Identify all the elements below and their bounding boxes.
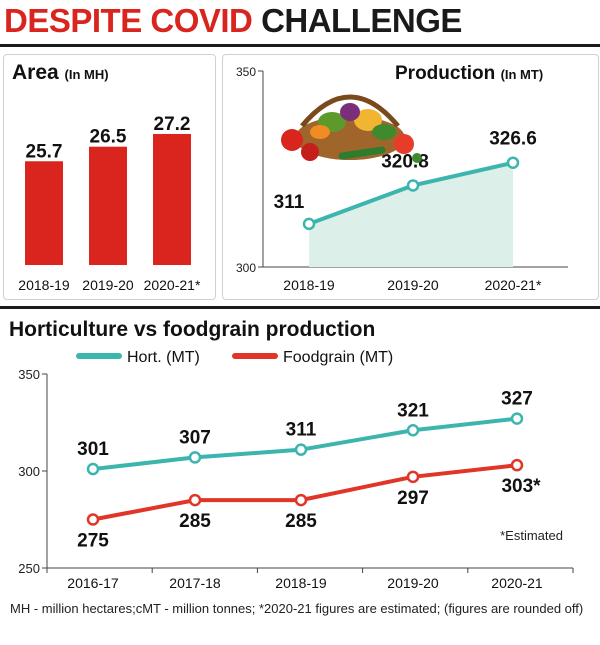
comparison-point-1-0 bbox=[86, 513, 100, 526]
comparison-point-0-0 bbox=[86, 462, 100, 476]
comparison-point-1-1 bbox=[188, 493, 202, 507]
area-bar-1 bbox=[89, 146, 127, 265]
middle-rule bbox=[0, 306, 600, 309]
comparison-category-3: 2019-20 bbox=[387, 575, 439, 591]
area-value-label-0: 25.7 bbox=[26, 141, 63, 162]
area-unit: (In MH) bbox=[65, 67, 109, 82]
area-value-label-2: 27.2 bbox=[154, 114, 191, 135]
production-category-0: 2018-19 bbox=[283, 277, 335, 293]
production-title: Production (In MT) bbox=[395, 63, 543, 84]
comparison-y-tick-label-1: 300 bbox=[18, 464, 40, 479]
comparison-y-tick-label-2: 250 bbox=[18, 561, 40, 576]
comparison-value-label-0-3: 321 bbox=[397, 400, 429, 421]
comparison-value-label-0-4: 327 bbox=[501, 389, 533, 410]
comparison-point-1-2 bbox=[294, 493, 308, 507]
production-category-2: 2020-21* bbox=[485, 277, 542, 293]
production-y-tick-label-0: 350 bbox=[236, 65, 256, 79]
production-area-fill bbox=[309, 162, 513, 267]
production-chart: Production (In MT)3503003112018-19320.82… bbox=[236, 63, 568, 293]
production-category-1: 2019-20 bbox=[387, 277, 439, 293]
area-panel: Area (In MH) 25.7 2018-19 26.5 2019-20 27.2 20… bbox=[3, 54, 216, 300]
comparison-category-2: 2018-19 bbox=[275, 575, 327, 591]
vegetable-basket-icon bbox=[281, 94, 422, 163]
comparison-value-label-1-0: 275 bbox=[77, 531, 109, 552]
comparison-point-0-1 bbox=[188, 451, 202, 464]
comparison-value-label-1-1: 285 bbox=[179, 511, 211, 532]
headline: DESPITE COVID CHALLENGE bbox=[4, 2, 462, 40]
comparison-value-label-1-3: 297 bbox=[397, 488, 429, 509]
comparison-point-1-3 bbox=[406, 470, 420, 484]
production-point-1 bbox=[406, 179, 420, 192]
comparison-point-0-2 bbox=[294, 443, 308, 456]
comparison-value-label-0-0: 301 bbox=[77, 439, 109, 460]
comparison-value-label-0-1: 307 bbox=[179, 427, 211, 448]
comparison-category-1: 2017-18 bbox=[169, 575, 221, 591]
area-category-2: 2020-21* bbox=[144, 277, 201, 293]
area-chart: Area (In MH) 25.7 2018-19 26.5 2019-20 27.2 20… bbox=[12, 61, 201, 293]
comparison-category-0: 2016-17 bbox=[67, 575, 119, 591]
production-value-label-0: 311 bbox=[274, 192, 305, 213]
area-bar-0 bbox=[25, 161, 63, 265]
area-value-label-1: 26.5 bbox=[90, 127, 127, 148]
production-unit: (In MT) bbox=[501, 67, 544, 82]
comparison-category-4: 2020-21 bbox=[491, 575, 543, 591]
headline-dark: CHALLENGE bbox=[261, 2, 462, 39]
top-rule bbox=[0, 44, 600, 47]
area-bar-2 bbox=[153, 133, 191, 265]
production-panel: Production (In MT) 350 300 311 2018-19 320.8 2… bbox=[222, 54, 599, 300]
area-category-0: 2018-19 bbox=[18, 277, 70, 293]
comparison-panel: Horticulture vs foodgrain production 350 3… bbox=[3, 312, 597, 598]
production-point-2 bbox=[506, 156, 520, 169]
comparison-point-1-4 bbox=[510, 458, 524, 472]
comparison-value-label-1-2: 285 bbox=[285, 511, 317, 532]
comparison-title: Horticulture vs foodgrain production bbox=[9, 318, 375, 341]
legend-label-0: Hort. (MT) bbox=[127, 349, 200, 366]
comparison-chart: Horticulture vs foodgrain production 350 3… bbox=[9, 318, 574, 591]
comparison-annotation: *Estimated bbox=[500, 528, 563, 543]
production-value-label-2: 326.6 bbox=[489, 129, 537, 150]
footnote: MH - million hectares;cMT - million tonn… bbox=[10, 601, 584, 616]
comparison-value-label-1-4: 303* bbox=[501, 476, 541, 497]
production-y-tick-label-1: 300 bbox=[236, 261, 256, 275]
legend-label-1: Foodgrain (MT) bbox=[283, 349, 393, 366]
production-point-0 bbox=[302, 217, 316, 231]
area-category-1: 2019-20 bbox=[82, 277, 134, 293]
comparison-point-0-3 bbox=[406, 424, 420, 437]
comparison-y-tick-label-0: 350 bbox=[18, 367, 40, 382]
area-title: Area (In MH) bbox=[12, 61, 109, 84]
comparison-value-label-0-2: 311 bbox=[286, 420, 317, 441]
comparison-point-0-4 bbox=[510, 412, 524, 425]
headline-red: DESPITE COVID bbox=[4, 2, 253, 39]
